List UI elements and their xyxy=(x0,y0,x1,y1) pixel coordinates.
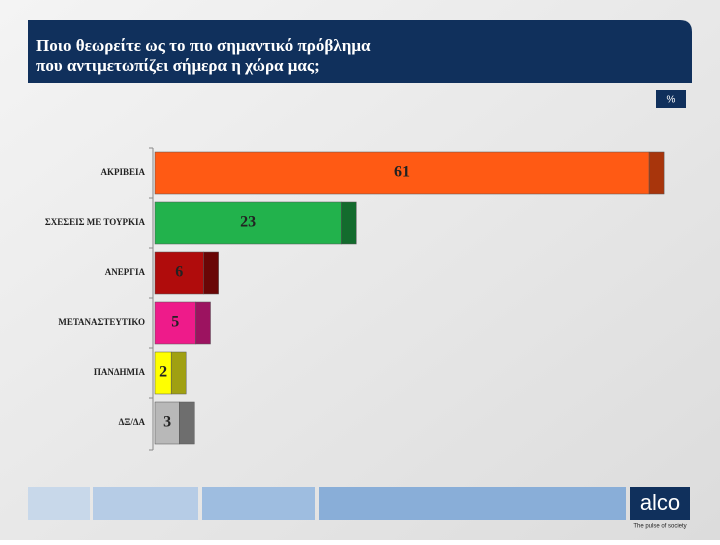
strip-segment xyxy=(93,487,198,520)
bar xyxy=(154,301,196,345)
bar-side xyxy=(648,151,665,195)
bar xyxy=(154,251,204,295)
strip-segment xyxy=(319,487,626,520)
strip-segment xyxy=(28,487,90,520)
bar-side xyxy=(195,301,211,345)
tagline: The pulse of society xyxy=(633,524,686,530)
bar-side xyxy=(341,201,357,245)
bar-side xyxy=(170,351,187,395)
header-bar xyxy=(28,20,692,83)
category-label: ΣΧΕΣΕΙΣ ΜΕ ΤΟΥΡΚΙΑ xyxy=(45,217,146,227)
value-label: 2 xyxy=(159,364,167,381)
category-label: ΑΚΡΙΒΕΙΑ xyxy=(100,167,145,177)
bar-side xyxy=(203,251,219,295)
bar xyxy=(154,401,180,445)
chart-title: Ποιο θεωρείτε ως το πιο σημαντικό πρόβλη… xyxy=(36,36,371,55)
logo: alco xyxy=(640,490,680,515)
bar xyxy=(154,201,342,245)
category-label: ΑΝΕΡΓΙΑ xyxy=(105,267,146,277)
category-label: ΔΞ/ΔΑ xyxy=(119,417,146,427)
value-label: 3 xyxy=(163,414,171,431)
strip-segment xyxy=(202,487,315,520)
category-label: ΜΕΤΑΝΑΣΤΕΥΤΙΚΟ xyxy=(58,317,145,327)
bar-side xyxy=(179,401,195,445)
logo-box xyxy=(630,487,690,520)
category-label: ΠΑΝΔΗΜΙΑ xyxy=(94,367,146,377)
unit-label: % xyxy=(667,95,676,106)
value-label: 6 xyxy=(175,264,183,281)
unit-badge xyxy=(656,90,686,108)
value-label: 23 xyxy=(240,214,256,231)
value-label: 61 xyxy=(394,164,410,181)
bar xyxy=(154,151,650,195)
value-label: 5 xyxy=(171,314,179,331)
footer-strip xyxy=(28,487,690,520)
chart-title: που αντιμετωπίζει σήμερα η χώρα μας; xyxy=(36,56,320,75)
